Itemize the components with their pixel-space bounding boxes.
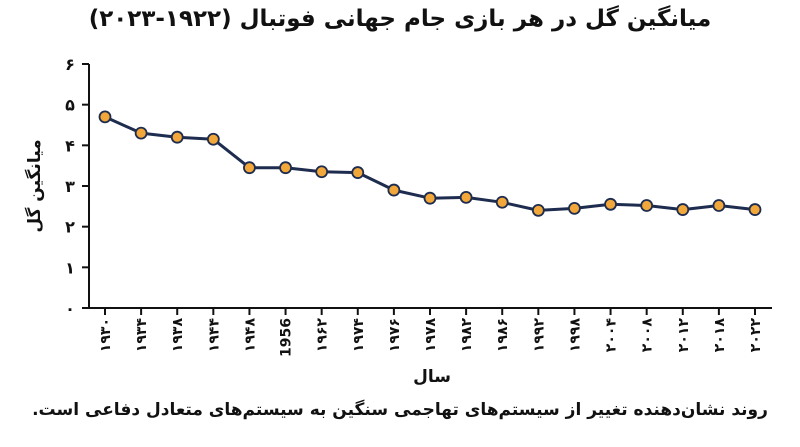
x-tick-label: ۱۹۸۶	[495, 318, 511, 352]
x-tick-label: ۱۹۳۰	[98, 318, 114, 352]
x-tick-label: ۱۹۹۲	[531, 318, 547, 353]
y-tick-label: ۴	[65, 136, 75, 155]
data-point	[568, 201, 581, 215]
x-tick-label: ۱۹۸۲	[459, 318, 475, 353]
y-tick-label: ۳	[65, 177, 75, 196]
x-tick-label: ۲۰۱۸	[712, 318, 728, 353]
data-point	[712, 199, 726, 212]
x-tick-label: ۱۹۳۴	[134, 318, 150, 353]
data-point	[279, 161, 292, 175]
data-point	[170, 130, 184, 144]
data-point	[351, 166, 365, 179]
x-tick-label: 1956	[279, 318, 295, 357]
x-axis-label: سال	[413, 367, 451, 387]
data-point	[640, 199, 654, 212]
data-point	[387, 183, 401, 197]
x-tick-label: ۱۹۹۸	[567, 318, 583, 353]
chart-caption: روند نشان‌دهنده تغییر از سیستم‌های تهاجم…	[32, 400, 768, 420]
data-point	[748, 203, 762, 216]
data-point	[459, 190, 473, 204]
data-point	[243, 161, 256, 175]
y-tick-label: ۰	[65, 299, 75, 318]
y-tick-label: ۶	[65, 55, 75, 74]
x-tick-label: ۱۹۳۸	[170, 318, 186, 353]
chart-title: میانگین گل در هر بازی جام جهانی فوتبال (…	[88, 6, 712, 32]
x-tick-label: ۲۰۲۲	[748, 318, 764, 353]
x-tick-label: ۲۰۰۴	[604, 318, 620, 353]
data-point	[134, 126, 148, 140]
y-tick-label: ۵	[65, 96, 75, 115]
data-point	[206, 132, 220, 146]
x-tick-label: ۱۹۷۴	[351, 318, 367, 353]
data-point	[98, 110, 112, 124]
y-tick-label: ۲	[65, 218, 75, 237]
y-tick-label: ۱	[65, 258, 75, 277]
data-point	[676, 203, 690, 216]
data-point	[495, 195, 509, 209]
data-point	[423, 191, 437, 205]
x-tick-label: ۱۹۴۸	[242, 318, 258, 353]
x-tick-label: ۱۹۷۶	[387, 318, 403, 352]
x-tick-label: ۱۹۴۴	[206, 318, 222, 353]
y-axis-label: میانگین گل	[24, 139, 45, 232]
data-point	[604, 197, 617, 211]
x-tick-label: ۲۰۱۲	[676, 318, 692, 353]
x-tick-label: ۱۹۷۸	[423, 318, 439, 353]
x-tick-label: ۲۰۰۸	[640, 318, 656, 353]
x-tick-label: ۱۹۶۲	[315, 318, 331, 353]
data-point	[315, 165, 329, 179]
data-point	[531, 203, 545, 217]
